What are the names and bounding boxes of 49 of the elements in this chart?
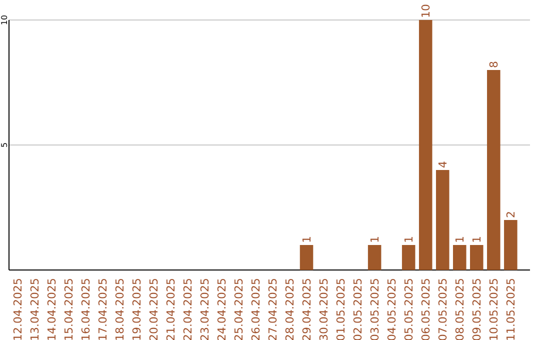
bar [368, 245, 382, 270]
x-tick-label: 28.04.2025 [284, 278, 297, 340]
x-tick-label: 25.04.2025 [232, 278, 246, 340]
x-tick-label: 07.05.2025 [436, 278, 450, 340]
x-tick-label: 10.05.2025 [488, 278, 501, 340]
bar [487, 70, 500, 270]
x-tick-label: 18.04.2025 [113, 278, 126, 340]
x-tick-label: 14.04.2025 [45, 278, 58, 340]
x-tick-label: 06.05.2025 [420, 278, 433, 340]
data-label: 1 [368, 236, 382, 243]
y-tick-label: 5 [0, 142, 9, 148]
x-tick-label: 02.05.2025 [352, 278, 365, 340]
x-tick-label: 12.04.2025 [11, 278, 24, 340]
x-tick-label: 17.04.2025 [96, 278, 110, 340]
data-label: 2 [504, 211, 518, 218]
bar [418, 20, 432, 270]
x-tick-label: 16.04.2025 [79, 278, 92, 340]
x-tick-label: 19.04.2025 [130, 278, 144, 340]
bar [504, 220, 518, 270]
x-tick-label: 05.05.2025 [402, 278, 416, 340]
data-label: 8 [488, 61, 501, 68]
x-tick-label: 15.04.2025 [62, 278, 76, 340]
x-tick-label: 26.04.2025 [249, 278, 262, 340]
x-tick-label: 13.04.2025 [28, 278, 42, 340]
x-tick-label: 03.05.2025 [368, 278, 382, 340]
x-tick-label: 22.04.2025 [181, 278, 194, 340]
x-tick-label: 08.05.2025 [454, 278, 467, 340]
x-tick-label: 09.05.2025 [470, 278, 484, 340]
x-tick-label: 01.05.2025 [334, 278, 348, 340]
data-label: 10 [420, 4, 433, 18]
bar [436, 170, 450, 270]
x-tick-label: 29.04.2025 [300, 278, 314, 340]
x-tick-label: 24.04.2025 [215, 278, 228, 340]
bar [470, 245, 484, 270]
data-label: 4 [436, 161, 450, 168]
x-tick-label: 04.05.2025 [386, 278, 399, 340]
x-tick-label: 27.04.2025 [266, 278, 280, 340]
data-label: 1 [300, 236, 314, 243]
data-label: 1 [402, 236, 416, 243]
x-tick-label: 23.04.2025 [198, 278, 212, 340]
data-label: 1 [470, 236, 484, 243]
x-tick-label: 21.04.2025 [164, 278, 178, 340]
bar [402, 245, 416, 270]
bar [452, 245, 466, 270]
data-label: 1 [454, 236, 467, 243]
x-tick-label: 11.05.2025 [504, 278, 518, 340]
x-tick-label: 30.04.2025 [318, 278, 331, 340]
x-tick-label: 20.04.2025 [147, 278, 160, 340]
bar [300, 245, 314, 270]
